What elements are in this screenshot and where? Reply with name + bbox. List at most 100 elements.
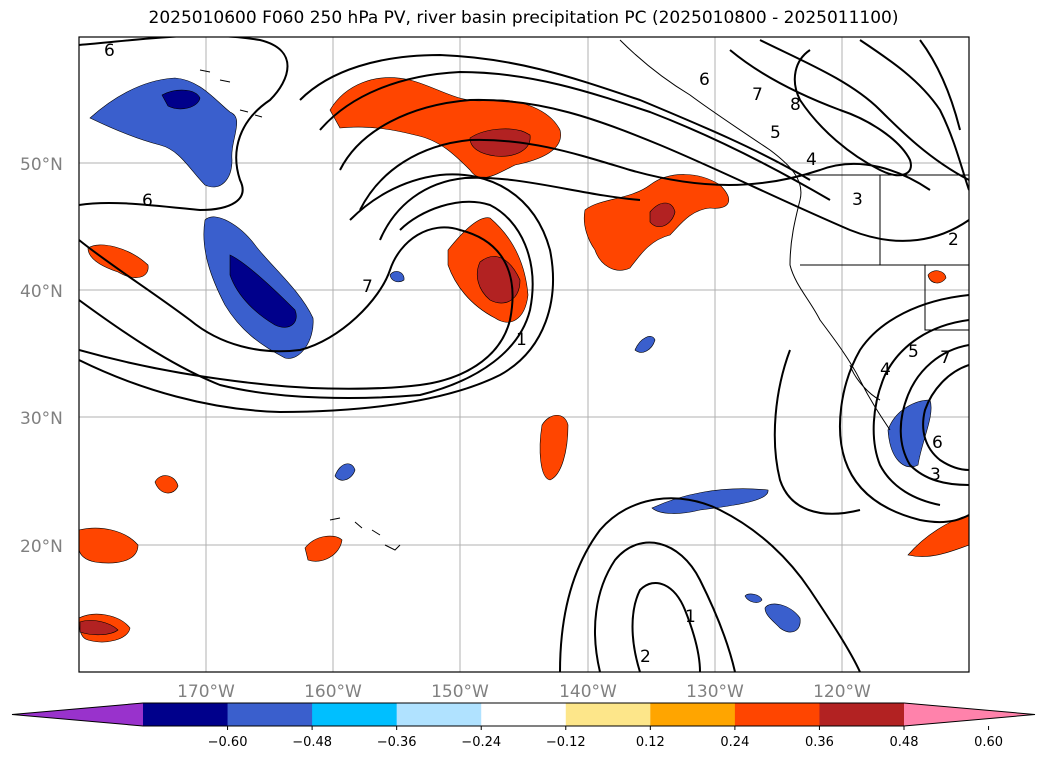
lat-label: 30°N bbox=[20, 409, 63, 429]
contour-label: 6 bbox=[932, 433, 943, 453]
contour-21 bbox=[631, 581, 701, 672]
map-frame bbox=[78, 36, 970, 673]
hawaii-islands bbox=[329, 517, 401, 551]
blue-region-aleutian bbox=[89, 77, 237, 188]
contour-label: 2 bbox=[640, 647, 651, 667]
contour-label: 2 bbox=[948, 230, 959, 250]
colorbar: −0.60 −0.48 −0.36 −0.24 −0.12 0.12 0.24 0.36 0.4… bbox=[11, 702, 1036, 750]
lon-label: 130°W bbox=[686, 682, 744, 702]
latitude-labels: 50°N 40°N 30°N 20°N bbox=[20, 155, 63, 557]
contour-6 bbox=[319, 70, 831, 201]
contour-14 bbox=[839, 294, 969, 524]
contour-13 bbox=[919, 39, 961, 131]
contour-label: 4 bbox=[880, 360, 891, 380]
red-core-gulf-alaska bbox=[469, 128, 531, 157]
contour-8 bbox=[359, 138, 931, 211]
blue-core-central-north-pacific bbox=[229, 254, 297, 328]
blue-region-small-3 bbox=[764, 603, 801, 633]
lon-label: 160°W bbox=[304, 682, 362, 702]
state-borders bbox=[800, 174, 969, 331]
contour-17 bbox=[922, 364, 969, 471]
contour-label: 6 bbox=[104, 41, 115, 61]
lon-label: 120°W bbox=[813, 682, 871, 702]
contour-label: 7 bbox=[940, 348, 951, 368]
contour-label: 5 bbox=[770, 123, 781, 143]
colorbar-tick-label: −0.36 bbox=[377, 735, 417, 750]
contour-9 bbox=[379, 176, 641, 241]
blue-core-aleutian bbox=[161, 89, 201, 110]
colorbar-swatch bbox=[565, 703, 651, 726]
contour-label: 4 bbox=[806, 150, 817, 170]
orange-region-west-2 bbox=[79, 527, 139, 564]
contour-11 bbox=[759, 39, 969, 181]
contour-label: 1 bbox=[516, 330, 527, 350]
colorbar-outline bbox=[11, 702, 1036, 727]
contour-20 bbox=[559, 497, 861, 672]
colorbar-swatch bbox=[819, 703, 905, 726]
negative-precip-anomalies bbox=[89, 77, 932, 633]
colorbar-tick-label: 0.12 bbox=[636, 735, 665, 750]
red-core-west-3 bbox=[79, 620, 119, 636]
orange-region-small-2 bbox=[304, 535, 343, 562]
lat-label: 50°N bbox=[20, 155, 63, 175]
orange-region-mexico bbox=[907, 514, 969, 557]
blue-region-subtropical-band bbox=[651, 488, 769, 514]
colorbar-swatch bbox=[227, 703, 313, 726]
contour-19 bbox=[594, 541, 736, 672]
contour-label: 8 bbox=[790, 95, 801, 115]
contour-5 bbox=[299, 53, 811, 181]
lat-label: 20°N bbox=[20, 537, 63, 557]
colorbar-tick-label: −0.48 bbox=[292, 735, 332, 750]
colorbar-swatch bbox=[481, 703, 567, 726]
colorbar-tick-label: 0.36 bbox=[805, 735, 834, 750]
contour-2 bbox=[79, 226, 514, 390]
colorbar-tick-label: 0.60 bbox=[974, 735, 1003, 750]
blue-region-baja bbox=[887, 399, 932, 468]
contour-label: 7 bbox=[752, 85, 763, 105]
contour-label: 7 bbox=[362, 277, 373, 297]
lat-label: 40°N bbox=[20, 282, 63, 302]
orange-region-small-3 bbox=[927, 270, 947, 284]
orange-region-small-1 bbox=[154, 475, 179, 494]
contour-labels: 6 6 6 7 8 5 4 3 7 1 1 2 4 5 7 6 3 2 bbox=[104, 41, 959, 667]
colorbar-swatch bbox=[143, 703, 229, 726]
lon-label: 140°W bbox=[559, 682, 617, 702]
contour-18 bbox=[773, 349, 861, 515]
contour-label: 3 bbox=[852, 190, 863, 210]
red-core-northeast-pacific bbox=[649, 202, 676, 227]
blue-region-small-2 bbox=[634, 336, 656, 353]
longitude-labels: 170°W 160°W 150°W 140°W 130°W 120°W bbox=[177, 682, 871, 702]
contour-10 bbox=[729, 49, 912, 177]
lon-label: 150°W bbox=[431, 682, 489, 702]
contour-3 bbox=[79, 200, 534, 399]
contour-16 bbox=[899, 344, 969, 486]
contour-label: 3 bbox=[930, 465, 941, 485]
orange-region-west-1 bbox=[87, 244, 149, 278]
contour-4 bbox=[79, 173, 554, 414]
aleutian-chain bbox=[199, 69, 263, 118]
contour-label: 5 bbox=[908, 342, 919, 362]
pv-contours bbox=[79, 37, 969, 672]
lon-label: 170°W bbox=[177, 682, 235, 702]
blue-region-small-5 bbox=[389, 271, 405, 283]
colorbar-tick-label: 0.48 bbox=[890, 735, 919, 750]
colorbar-extend-high bbox=[904, 703, 1035, 726]
colorbar-swatch bbox=[734, 703, 820, 726]
colorbar-swatch bbox=[396, 703, 482, 726]
contour-1 bbox=[79, 37, 289, 212]
colorbar-swatch bbox=[312, 703, 398, 726]
blue-region-small-1 bbox=[334, 463, 356, 481]
contour-label: 1 bbox=[685, 607, 696, 627]
colorbar-tick-label: −0.60 bbox=[208, 735, 248, 750]
contour-12 bbox=[859, 39, 969, 191]
blue-region-small-4 bbox=[744, 593, 763, 603]
contour-15 bbox=[872, 319, 969, 506]
colorbar-extend-low bbox=[12, 703, 143, 726]
colorbar-tick-label: 0.24 bbox=[720, 735, 749, 750]
contour-7 bbox=[339, 98, 969, 242]
contour-label: 6 bbox=[142, 191, 153, 211]
colorbar-tick-label: −0.24 bbox=[461, 735, 501, 750]
map-title: 2025010600 F060 250 hPa PV, river basin … bbox=[148, 8, 899, 28]
orange-region-subtropical bbox=[539, 414, 569, 481]
